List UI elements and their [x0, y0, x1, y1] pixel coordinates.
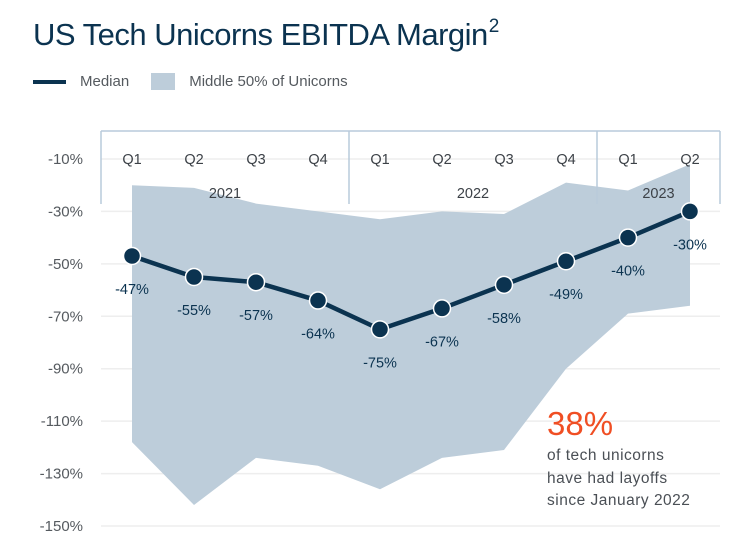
- quarter-label: Q1: [122, 152, 141, 168]
- chart-title: US Tech Unicorns EBITDA Margin2: [33, 16, 499, 53]
- median-point: [556, 251, 576, 271]
- year-label: 2022: [457, 186, 489, 202]
- data-label: -75%: [363, 355, 397, 371]
- layoff-callout: 38% of tech unicorns have had layoffs si…: [547, 405, 690, 511]
- legend-median-label: Median: [80, 73, 130, 90]
- median-point: [370, 320, 390, 339]
- median-point: [618, 228, 638, 247]
- median-point: [122, 246, 142, 266]
- title-footnote-marker: 2: [488, 16, 500, 37]
- y-tick-label: -10%: [48, 151, 83, 168]
- median-series: -47% -55% -57% -64% -75% -67% -58% -49% -40% -30%: [115, 202, 707, 371]
- callout-headline: 38%: [547, 405, 614, 442]
- median-point: [494, 275, 514, 295]
- y-tick-label: -150%: [40, 518, 83, 535]
- legend-band-swatch: [151, 73, 176, 90]
- callout-line-2: have had layoffs: [547, 469, 668, 487]
- quarter-label: Q3: [494, 152, 513, 168]
- data-label: -64%: [301, 327, 335, 343]
- quarter-label: Q4: [308, 152, 327, 168]
- quarter-label: Q3: [246, 152, 265, 168]
- quarter-label: Q1: [618, 152, 637, 168]
- legend-band-label: Middle 50% of Unicorns: [189, 73, 348, 90]
- data-label: -49%: [549, 287, 583, 303]
- year-label: 2021: [209, 186, 241, 202]
- median-point: [308, 291, 328, 310]
- chart-title-text: US Tech Unicorns EBITDA Margin: [33, 17, 488, 52]
- data-label: -67%: [425, 334, 459, 350]
- data-label: -47%: [115, 282, 149, 298]
- year-label: 2023: [642, 186, 674, 202]
- period-header: Q1 Q2 Q3 Q4 Q1 Q2 Q3 Q4 Q1 Q2 2021 2022 2023: [100, 130, 721, 204]
- legend: Median Middle 50% of Unicorns: [33, 73, 348, 90]
- callout-line-1: of tech unicorns: [547, 447, 665, 464]
- y-tick-label: -30%: [48, 203, 83, 220]
- middle-50-band: [132, 164, 690, 506]
- data-label: -40%: [611, 264, 645, 280]
- y-tick-label: -50%: [48, 256, 83, 273]
- y-tick-label: -110%: [41, 413, 83, 430]
- median-line: [131, 209, 691, 332]
- legend-median-swatch: [33, 79, 66, 84]
- quarter-label: Q1: [370, 152, 389, 168]
- callout-line-3: since January 2022: [547, 492, 691, 509]
- median-point: [246, 272, 266, 292]
- y-tick-label: -70%: [48, 308, 83, 325]
- quarter-label: Q2: [184, 152, 203, 168]
- data-label: -55%: [177, 303, 211, 319]
- y-tick-label: -90%: [48, 361, 83, 378]
- data-label: -57%: [239, 308, 273, 324]
- median-point: [184, 267, 204, 287]
- y-tick-label: -130%: [40, 466, 83, 483]
- quarter-label: Q4: [556, 152, 575, 168]
- median-point: [432, 299, 452, 318]
- quarter-label: Q2: [680, 152, 699, 168]
- y-axis-ticks: -10% -30% -50% -70% -90% -110% -130% -150%: [40, 151, 83, 535]
- data-label: -58%: [487, 311, 521, 327]
- data-label: -30%: [673, 237, 707, 253]
- quarter-label: Q2: [432, 152, 451, 168]
- median-point: [680, 202, 700, 221]
